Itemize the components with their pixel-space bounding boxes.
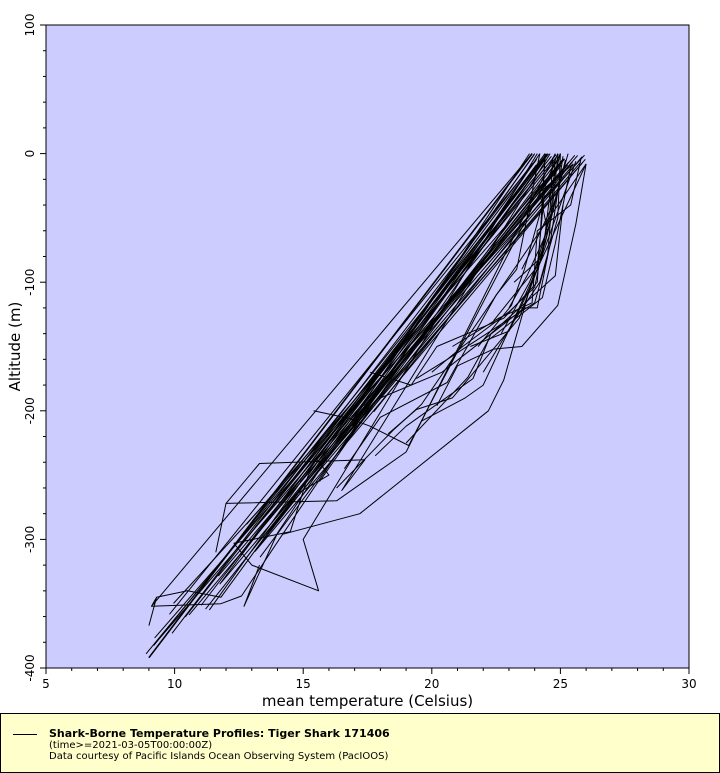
x-tick-label: 20 [424,677,439,691]
series-line [240,165,547,556]
y-tick-label: -400 [23,654,37,681]
x-axis-title: mean temperature (Celsius) [262,692,473,710]
legend-title: Shark-Borne Temperature Profiles: Tiger … [49,727,390,740]
plot-frame [45,24,690,669]
series-line [436,163,587,406]
y-tick-label: 100 [23,14,37,37]
series-line [242,154,559,543]
series-line [374,204,564,457]
y-tick-label: -200 [23,397,37,424]
series-line [154,155,579,645]
y-axis: -400 -300 -200 -100 0 100 [23,14,46,682]
legend-credit: Data courtesy of Pacific Islands Ocean O… [49,751,389,762]
series-line [277,164,562,515]
x-tick-label: 5 [42,677,50,691]
plot-area [46,25,689,668]
series-line [148,153,533,626]
series-line [254,162,583,552]
x-tick-label: 25 [553,677,568,691]
series-line [373,161,573,413]
series-line [259,160,556,558]
series-line [319,159,545,482]
series-line [482,153,561,373]
series-line [208,154,535,611]
legend: Shark-Borne Temperature Profiles: Tiger … [0,713,720,773]
series-line [217,155,576,577]
legend-constraint: (time>=2021-03-05T00:00:00Z) [49,740,213,751]
series-line [380,156,564,399]
x-tick-label: 10 [167,677,182,691]
y-tick-label: -300 [23,526,37,553]
series-line [387,161,577,435]
series-line [369,157,546,386]
series-line [153,153,549,646]
x-tick-label: 30 [681,677,696,691]
series-line [148,153,533,659]
x-tick-label: 15 [296,677,311,691]
y-tick-label: 0 [23,150,37,158]
series-line [261,161,582,539]
series-line [452,158,582,347]
series-lines [145,153,587,659]
y-tick-label: -100 [23,269,37,296]
series-line [270,165,558,532]
series-line [169,158,538,615]
series-line [343,153,541,469]
series-line [431,157,554,373]
chart: 5 10 15 20 25 30 -400 -300 -200 -100 0 100 mean te… [6,14,697,710]
x-axis: 5 10 15 20 25 30 [42,668,697,691]
legend-line-swatch [13,734,37,735]
y-axis-title: Altitude (m) [6,302,24,392]
